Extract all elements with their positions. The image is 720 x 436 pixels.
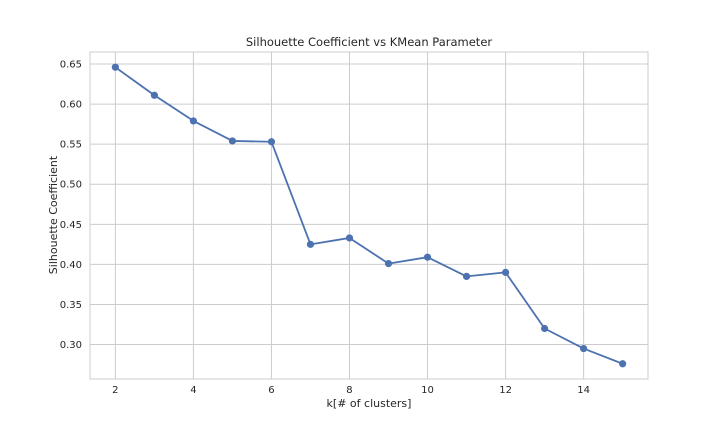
chart-title: Silhouette Coefficient vs KMean Paramete… <box>246 35 493 49</box>
y-tick-label: 0.40 <box>60 260 82 271</box>
data-point <box>228 137 237 145</box>
x-tick-label: 10 <box>421 385 434 396</box>
data-point <box>462 272 471 281</box>
x-tick-label: 14 <box>577 385 590 396</box>
data-point <box>111 63 119 71</box>
x-tick-labels: 2 4 6 8 10 12 14 <box>112 385 590 396</box>
data-point <box>267 138 276 146</box>
data-point <box>423 253 432 261</box>
x-tick-label: 2 <box>112 385 118 396</box>
series-layer <box>111 63 627 368</box>
data-point <box>150 91 158 99</box>
grid-lines <box>90 52 648 379</box>
y-axis-label: Silhouette Coefficient <box>47 155 60 274</box>
y-tick-label: 0.55 <box>60 140 82 151</box>
data-point <box>619 360 627 368</box>
x-tick-label: 4 <box>190 385 196 396</box>
x-axis-label: k[# of clusters] <box>327 397 412 410</box>
data-point <box>345 234 354 242</box>
y-tick-labels: 0.30 0.35 0.40 0.45 0.50 0.55 0.60 0.65 <box>60 60 82 352</box>
plot-area-frame <box>89 51 649 380</box>
y-tick-label: 0.30 <box>60 340 82 351</box>
y-tick-label: 0.50 <box>60 180 82 191</box>
data-point <box>306 240 315 248</box>
data-point <box>189 117 198 125</box>
x-tick-label: 8 <box>346 385 352 396</box>
y-tick-label: 0.45 <box>60 220 82 231</box>
data-point <box>384 259 393 268</box>
x-tick-label: 12 <box>499 385 512 396</box>
series-line <box>114 66 624 365</box>
y-tick-label: 0.35 <box>60 300 82 311</box>
data-point <box>540 324 549 333</box>
data-point <box>501 268 510 277</box>
y-tick-label: 0.60 <box>60 100 82 111</box>
x-tick-label: 6 <box>268 385 274 396</box>
y-tick-label: 0.65 <box>60 60 82 71</box>
data-point <box>580 344 588 353</box>
